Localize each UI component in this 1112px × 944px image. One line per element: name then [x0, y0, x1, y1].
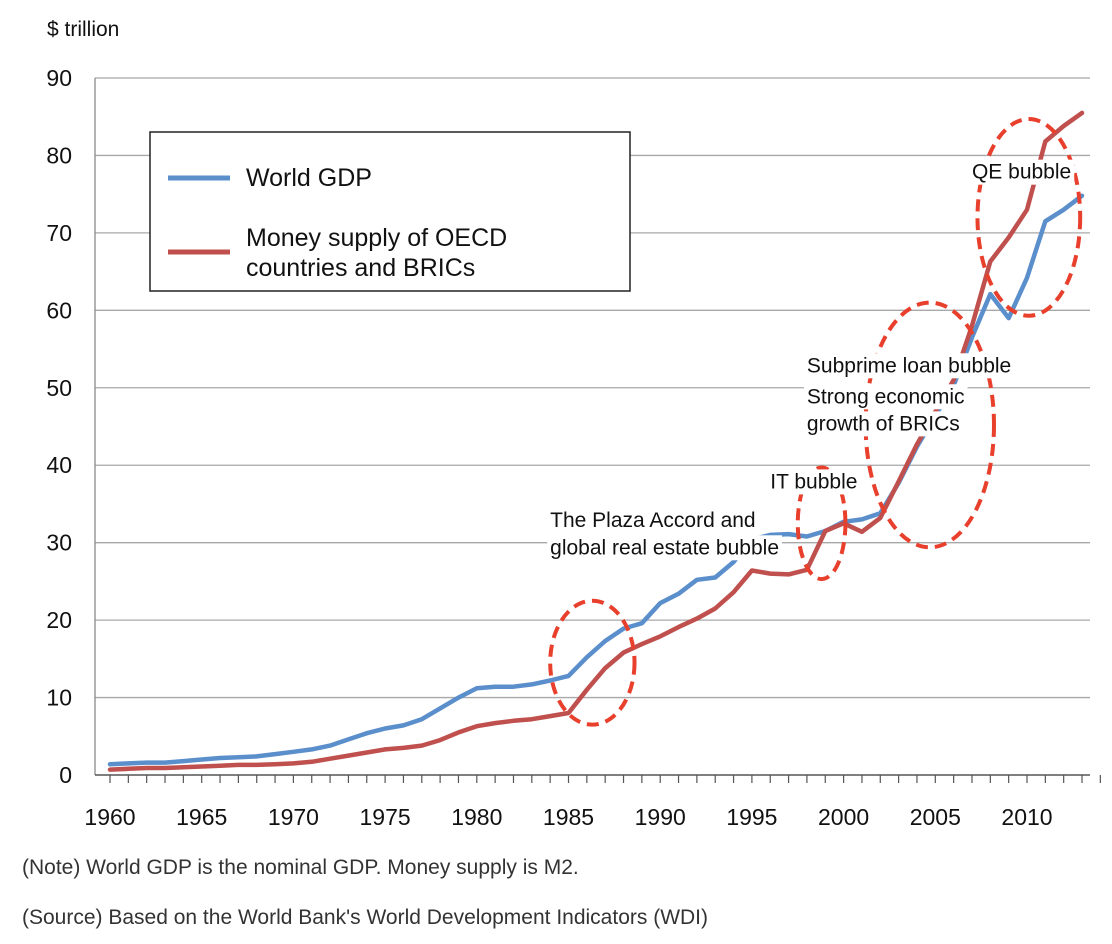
- x-tick-label: 1990: [635, 804, 686, 830]
- x-tick-label: 1970: [268, 804, 319, 830]
- y-tick-label: 40: [46, 452, 72, 478]
- x-tick-label: 2005: [910, 804, 961, 830]
- x-tick-label: 1985: [543, 804, 594, 830]
- annotation-text: global real estate bubble: [550, 536, 779, 559]
- annotation-text: QE bubble: [972, 161, 1071, 184]
- series-lines: [107, 110, 1085, 772]
- x-tick-label: 1965: [176, 804, 227, 830]
- highlight-ellipse: [975, 117, 1083, 318]
- annotation-bg: [968, 159, 1075, 185]
- unit-label: $ trillion: [47, 18, 119, 41]
- note-text: (Note) World GDP is the nominal GDP. Mon…: [22, 856, 579, 879]
- annotation-bg: [803, 384, 968, 410]
- annotation-text: The Plaza Accord and: [550, 509, 755, 532]
- highlight-ellipse: [863, 300, 996, 550]
- x-tick-label: 2000: [818, 804, 869, 830]
- y-tick-label: 60: [46, 297, 72, 323]
- annotation-text: Strong economic: [807, 385, 965, 408]
- y-axis-ticks: 0 10 20 30 40 50 60 70 80 90: [46, 65, 72, 788]
- y-tick-label: 90: [46, 65, 72, 91]
- source-text: (Source) Based on the World Bank's World…: [22, 906, 709, 929]
- bubble-highlights: [548, 117, 1083, 727]
- x-tick-label: 1995: [726, 804, 777, 830]
- y-tick-label: 30: [46, 530, 72, 556]
- legend-box: [149, 131, 631, 292]
- legend-label-money-supply: Money supply of OECD countries and BRICs: [246, 224, 514, 282]
- x-tick-label: 1980: [451, 804, 502, 830]
- x-tick-label: 1975: [360, 804, 411, 830]
- annotation-text: IT bubble: [770, 470, 857, 493]
- y-tick-label: 80: [46, 142, 72, 168]
- series-line-money-supply: [107, 110, 1085, 772]
- annotation-bg: [803, 411, 963, 437]
- y-tick-label: 10: [46, 685, 72, 711]
- annotation-text: growth of BRICs: [807, 412, 960, 435]
- y-tick-label: 50: [46, 375, 72, 401]
- y-tick-label: 20: [46, 607, 72, 633]
- annotations: QE bubble Subprime loan bubble Strong econ…: [547, 159, 1075, 561]
- annotation-bg: [547, 535, 783, 561]
- legend: World GDP Money supply of OECD countries…: [149, 131, 631, 292]
- annotation-bg: [547, 508, 759, 534]
- highlight-ellipse: [795, 465, 848, 582]
- x-tick-label: 1960: [84, 804, 135, 830]
- x-tick-label: 2010: [1001, 804, 1052, 830]
- legend-label-world-gdp: World GDP: [246, 164, 372, 192]
- annotation-bg: [803, 353, 1015, 379]
- annotation-bg: [767, 469, 861, 495]
- highlight-ellipse: [548, 598, 637, 727]
- y-tick-label: 0: [59, 762, 72, 788]
- y-tick-label: 70: [46, 220, 72, 246]
- annotation-text: Subprime loan bubble: [807, 354, 1011, 377]
- x-axis: 1960 1965 1970 1975 1980 1985 1990 1995 2000 2005…: [84, 774, 1101, 830]
